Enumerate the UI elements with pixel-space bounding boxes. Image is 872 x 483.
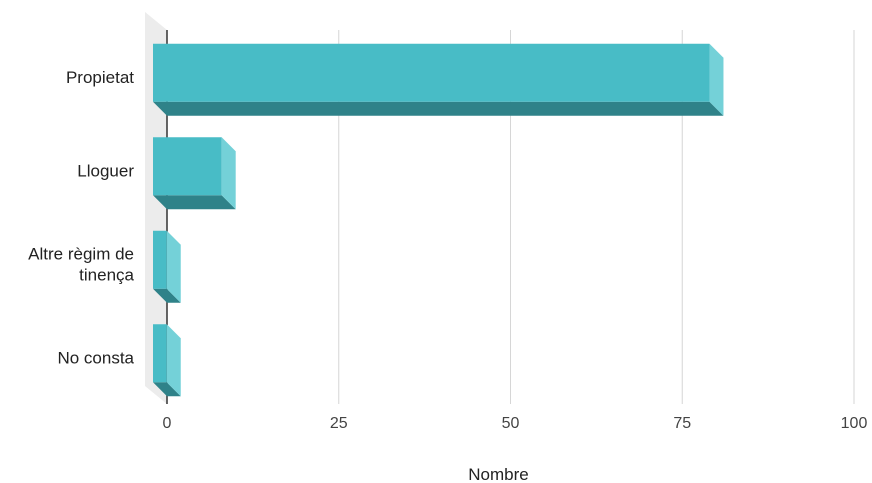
bar-1 (153, 43, 724, 116)
bar-3 (153, 230, 181, 303)
bar-end-face (221, 137, 236, 210)
bar-2 (153, 137, 236, 210)
bar-bottom-face (153, 101, 724, 116)
x-tick-labels: 0 25 50 75 100 (163, 415, 868, 432)
bar-bottom-face (153, 382, 181, 397)
x-tick-label-75: 75 (673, 415, 691, 432)
bar-front-face (153, 324, 167, 383)
bar-bottom-face (153, 195, 236, 210)
category-label-3: Altre règim de tinença (28, 244, 134, 284)
x-tick-label-50: 50 (502, 415, 520, 432)
category-label-1: Propietat (66, 68, 134, 87)
bar-front-face (153, 137, 222, 196)
x-axis-title: Nombre (468, 465, 528, 483)
bar-front-face (153, 43, 710, 102)
x-tick-label-0: 0 (163, 415, 172, 432)
x-tick-label-100: 100 (841, 415, 868, 432)
category-label-4: No consta (57, 348, 134, 367)
bar-end-face (166, 324, 181, 397)
bar-end-face (166, 230, 181, 303)
bar-front-face (153, 230, 167, 289)
bar-end-face (709, 43, 724, 116)
bar-4 (153, 324, 181, 397)
category-label-2: Lloguer (77, 161, 134, 180)
bar-bottom-face (153, 288, 181, 303)
bars (153, 43, 724, 397)
category-labels: Propietat Lloguer Altre règim de tinença No … (28, 68, 134, 368)
x-tick-label-25: 25 (330, 415, 348, 432)
